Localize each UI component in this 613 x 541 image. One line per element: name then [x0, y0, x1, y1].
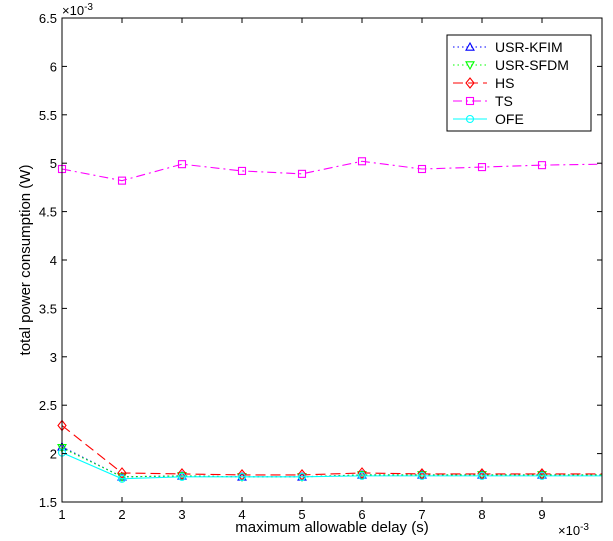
- x-tick-label: 6: [358, 507, 365, 522]
- x-tick-label: 7: [418, 507, 425, 522]
- data-point: [117, 474, 127, 483]
- data-point: [297, 169, 307, 178]
- legend-item: HS: [453, 75, 514, 91]
- series-line: [61, 425, 602, 476]
- y-tick-label: 6: [50, 59, 57, 74]
- y-tick-label: 4: [50, 253, 57, 268]
- data-point: [117, 176, 127, 185]
- series-line: [61, 160, 603, 182]
- data-point: [417, 471, 427, 481]
- y-tick-label: 5: [50, 156, 57, 171]
- legend-marker: [465, 61, 475, 71]
- data-point: [117, 473, 127, 482]
- data-point: [237, 166, 247, 175]
- x-tick-label: 5: [298, 507, 305, 522]
- data-point: [357, 471, 367, 480]
- data-point: [237, 472, 247, 481]
- legend-marker: [465, 41, 475, 51]
- y-tick-label: 2: [50, 447, 57, 462]
- y-tick-label: 3.5: [39, 301, 57, 316]
- data-point: [477, 471, 487, 480]
- y-tick-label: 2.5: [39, 398, 57, 413]
- data-point: [357, 467, 367, 479]
- data-point: [177, 472, 187, 481]
- data-point: [537, 471, 547, 481]
- legend-marker: [465, 114, 475, 124]
- legend-label: TS: [495, 93, 513, 109]
- data-point: [417, 164, 427, 174]
- x-tick-label: 9: [538, 507, 545, 522]
- series-ofe: [57, 448, 602, 483]
- data-point: [297, 472, 307, 481]
- legend-label: USR-KFIM: [495, 39, 563, 55]
- data-point: [177, 160, 187, 169]
- x-axis-label: maximum allowable delay (s): [235, 519, 428, 536]
- y-tick-label: 4.5: [39, 205, 57, 220]
- legend-item: TS: [453, 93, 513, 109]
- y-tick-label: 5.5: [39, 108, 57, 123]
- legend-label: HS: [495, 75, 514, 91]
- legend-label: OFE: [495, 111, 524, 127]
- axis-tick-labels: 1 2 3 4 5 6 7 8 9 1.5 2 2.5 3 3.5 4 4.5 5 5.5 6 6.5: [39, 11, 546, 522]
- y-axis-exponent: ×10-3: [62, 2, 93, 18]
- legend-marker: [465, 96, 475, 106]
- y-tick-label: 1.5: [39, 495, 57, 510]
- y-axis-label: total power consumption (W): [17, 165, 34, 356]
- data-point: [177, 468, 187, 480]
- legend-item: OFE: [453, 111, 524, 127]
- legend-marker: [465, 77, 475, 89]
- axis-ticks: [61, 17, 602, 503]
- legend-item: USR-SFDM: [453, 57, 569, 73]
- x-axis-exponent: ×10-3: [558, 522, 589, 538]
- data-point: [357, 157, 367, 166]
- data-point: [417, 471, 427, 480]
- x-tick-label: 8: [478, 507, 485, 522]
- legend: USR-KFIM USR-SFDM HS TS OFE: [446, 34, 592, 132]
- y-tick-label: 6.5: [39, 11, 57, 26]
- data-point: [537, 161, 547, 170]
- legend-label: USR-SFDM: [495, 57, 569, 73]
- data-point: [537, 471, 547, 480]
- y-tick-label: 3: [50, 350, 57, 365]
- x-tick-label: 1: [58, 507, 65, 522]
- x-tick-label: 3: [178, 507, 185, 522]
- x-tick-label: 2: [118, 507, 125, 522]
- data-point: [477, 471, 487, 481]
- series-line: [61, 452, 602, 480]
- data-point: [477, 163, 487, 172]
- x-tick-label: 4: [238, 507, 245, 522]
- data-point: [117, 467, 127, 479]
- legend-item: USR-KFIM: [453, 39, 563, 55]
